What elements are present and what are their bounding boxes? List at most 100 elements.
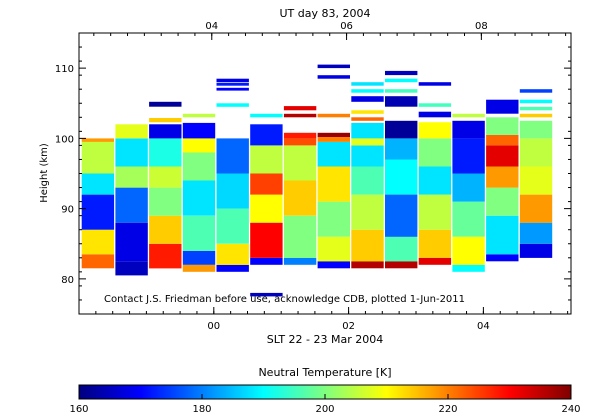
top-tick-label-08: 08 [475,21,488,32]
profile-6-band-2 [283,180,317,216]
profile-4-band-5 [216,103,249,107]
profile-4-band-2 [216,208,249,244]
profile-5 [250,113,283,297]
profile-5-band-7 [250,292,283,297]
profile-8-band-7 [351,117,384,121]
profile-8 [351,82,384,269]
profile-7-band-0 [317,261,350,269]
profile-10-band-8 [418,82,452,86]
profile-10-band-5 [418,122,452,139]
profile-1-band-3 [115,166,148,188]
profile-7-band-3 [317,166,350,202]
profile-0-band-2 [81,194,115,230]
profile-7-band-7 [317,113,350,118]
bottom-tick-label-00: 00 [207,321,220,332]
colorbar-tick-label-200: 200 [315,404,334,415]
profile-7-band-4 [317,141,350,167]
y-tick-label-110: 110 [55,64,74,75]
profile-4 [216,78,249,272]
profile-7-band-5 [317,137,350,142]
profile-11-band-4 [452,138,485,174]
profile-2-band-5 [149,124,182,139]
profile-3-band-3 [182,180,216,216]
x-axis-label: SLT 22 - 23 Mar 2004 [267,333,384,346]
bottom-axis: 00 02 04 [78,307,569,332]
profile-0-band-3 [81,173,115,195]
profile-2-band-3 [149,166,182,188]
y-tick-label-90: 90 [61,205,74,216]
profile-5-band-4 [250,145,283,174]
profile-1-band-0 [115,261,148,276]
profile-7 [317,64,350,269]
profile-8-band-0 [351,261,384,269]
top-tick-label-06: 06 [340,21,353,32]
profile-9-band-5 [385,120,418,139]
profile-3-band-4 [182,152,216,181]
profile-2-band-0 [149,243,182,269]
profile-11-band-1 [452,236,485,265]
colorbar-title: Neutral Temperature [K] [258,366,391,379]
profile-12-band-0 [486,254,519,262]
profile-5-band-1 [250,222,283,258]
profile-8-band-8 [351,110,384,114]
profile-13-band-3 [519,166,553,195]
profile-3 [182,113,216,272]
profile-9 [385,70,418,269]
profile-6-band-3 [283,145,317,181]
profile-13-band-2 [519,194,553,223]
profile-1-band-1 [115,222,148,262]
profile-9-band-4 [385,138,418,160]
colorbar-tick-label-160: 160 [69,404,88,415]
profile-3-band-6 [182,122,216,139]
profile-7-band-2 [317,201,350,237]
profile-5-band-0 [250,257,283,265]
profile-12-band-4 [486,145,519,167]
colorbar-tick-label-220: 220 [438,404,457,415]
profile-0 [81,138,115,269]
profile-9-band-8 [385,78,418,83]
profile-12-band-7 [486,99,519,114]
profile-9-band-0 [385,261,418,269]
profile-13-band-9 [519,89,553,93]
profile-11-band-3 [452,173,485,202]
profile-4-band-3 [216,173,249,209]
profile-10-band-1 [418,229,452,258]
profile-9-band-2 [385,194,418,237]
profile-8-band-4 [351,145,384,167]
profile-4-band-6 [216,87,249,91]
profile-11-band-0 [452,264,485,272]
profile-6-band-4 [283,138,317,146]
profile-8-band-3 [351,166,384,195]
profile-7-band-6 [317,132,350,137]
profile-8-band-10 [351,89,384,93]
top-axis-title: UT day 83, 2004 [280,7,371,20]
profile-6-band-1 [283,215,317,258]
bottom-tick-label-02: 02 [342,321,355,332]
profile-12 [486,99,519,262]
y-tick-label-100: 100 [55,134,74,145]
profile-11-band-6 [452,113,485,118]
profile-8-band-11 [351,82,384,86]
colorbar-tick-label-180: 180 [192,404,211,415]
profile-5-band-6 [250,113,283,118]
profile-3-band-0 [182,264,216,272]
profile-6-band-5 [283,132,317,139]
profile-13-band-8 [519,99,553,104]
profile-2-band-4 [149,138,182,167]
profile-2-band-2 [149,187,182,216]
profile-3-band-5 [182,138,216,153]
y-tick-label-80: 80 [61,275,74,286]
profile-4-band-0 [216,264,249,272]
profile-7-band-9 [317,64,350,69]
profile-12-band-1 [486,215,519,255]
profile-2-band-1 [149,215,182,244]
profile-1-band-5 [115,124,148,139]
profile-10-band-6 [418,111,452,118]
profile-10 [418,82,452,265]
profile-13-band-6 [519,113,553,118]
y-axis-label: Height (km) [39,143,50,203]
top-axis: 04 06 08 [93,21,567,40]
profile-13-band-4 [519,138,553,167]
profile-12-band-3 [486,166,519,188]
profile-4-band-1 [216,243,249,265]
